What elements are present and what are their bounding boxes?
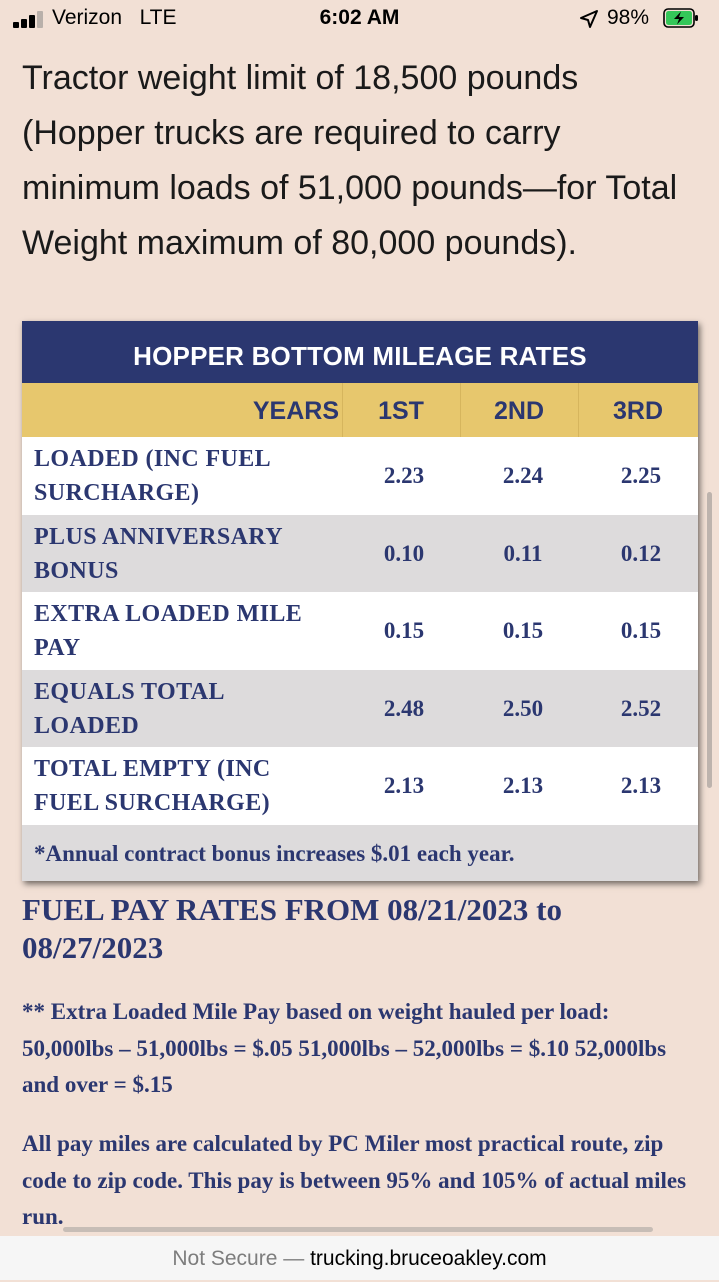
status-bar: Verizon LTE 6:02 AM 98% [0,0,719,40]
address-bar[interactable]: Not Secure — trucking.bruceoakley.com [0,1236,719,1280]
table-row: PLUS ANNIVERSARY BONUS 0.10 0.11 0.12 [22,514,698,592]
carrier-name: Verizon [52,6,123,29]
header-years: YEARS [252,397,339,425]
url-domain: trucking.bruceoakley.com [310,1247,547,1270]
network-type: LTE [139,6,177,29]
rate-year-3: 2.25 [620,463,662,488]
battery-charging-icon [663,8,698,28]
rate-year-1: 2.23 [383,463,425,488]
table-row: TOTAL EMPTY (INC FUEL SURCHARGE) 2.13 2.… [22,747,698,825]
rate-year-2: 2.24 [502,463,544,488]
header-year-1: 1ST [378,397,424,425]
table-title: HOPPER BOTTOM MILEAGE RATES [22,321,698,383]
rate-year-1: 0.15 [383,618,425,643]
row-label: TOTAL EMPTY (INC FUEL SURCHARGE) [34,756,271,816]
rate-year-2: 2.50 [502,695,544,721]
rate-year-2: 0.11 [503,540,543,566]
location-arrow-icon [580,10,598,28]
table-footnote: *Annual contract bonus increases $.01 ea… [22,824,698,881]
tractor-weight-text: Tractor weight limit of 18,500 pounds (H… [22,59,678,262]
rate-year-1: 2.13 [383,773,425,798]
carrier-text: Verizon LTE [52,6,177,30]
vertical-scrollbar[interactable] [707,492,712,788]
table-row: LOADED (INC FUEL SURCHARGE) 2.23 2.24 2.… [22,437,698,515]
signal-icon [13,10,47,28]
rate-year-3: 0.12 [620,540,662,566]
header-year-3: 3RD [612,397,663,425]
rate-year-3: 0.15 [620,618,662,643]
extra-loaded-mile-note: ** Extra Loaded Mile Pay based on weight… [22,999,667,1097]
row-label: PLUS ANNIVERSARY BONUS [34,523,283,584]
rate-year-1: 2.48 [383,695,425,721]
pay-miles-note: All pay miles are calculated by PC Miler… [22,1131,687,1229]
url-separator: — [283,1247,305,1270]
row-label: LOADED (INC FUEL SURCHARGE) [34,446,270,506]
row-label: EXTRA LOADED MILE PAY [34,601,303,661]
table-header-row: YEARS 1ST 2ND 3RD [22,383,698,437]
horizontal-scrollbar[interactable] [63,1227,653,1232]
rate-year-1: 0.10 [383,540,425,566]
battery-percent: 98% [607,6,650,29]
fuel-pay-rates-link[interactable]: FUEL PAY RATES FROM 08/21/2023 to 08/27/… [22,892,562,965]
not-secure-label: Not Secure [172,1247,278,1270]
rate-year-3: 2.13 [620,773,662,798]
mileage-rates-table: HOPPER BOTTOM MILEAGE RATES YEARS 1ST 2N… [22,321,698,881]
rate-year-3: 2.52 [620,695,662,721]
header-year-2: 2ND [493,397,544,425]
rate-year-2: 2.13 [502,773,544,798]
table-row: EQUALS TOTAL LOADED 2.48 2.50 2.52 [22,669,698,747]
table-row: EXTRA LOADED MILE PAY 0.15 0.15 0.15 [22,592,698,670]
rate-year-2: 0.15 [502,618,544,643]
row-label: EQUALS TOTAL LOADED [34,678,224,739]
